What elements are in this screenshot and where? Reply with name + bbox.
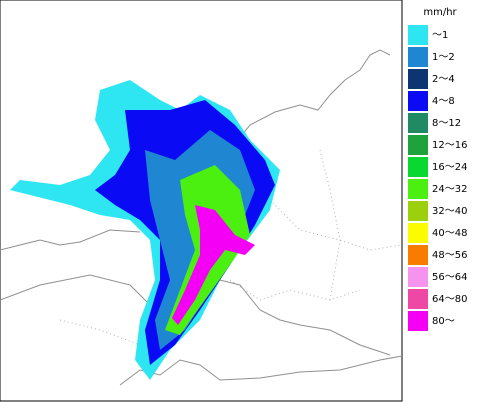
legend-swatch: [408, 113, 428, 133]
legend-swatch: [408, 223, 428, 243]
legend-swatch: [408, 179, 428, 199]
legend: ～1 1～2 2～4 4～8 8～12 12～16 16～24 24～32 32～40 40～48…: [408, 25, 467, 331]
borders: [59, 149, 403, 346]
legend-swatch: [408, 201, 428, 221]
legend-label: 12～16: [432, 140, 467, 151]
legend-label: 16～24: [432, 162, 467, 173]
legend-label: ～1: [432, 30, 448, 41]
legend-swatch: [408, 25, 428, 45]
legend-swatch: [408, 47, 428, 67]
legend-swatch: [408, 157, 428, 177]
legend-label: 24～32: [432, 184, 467, 195]
legend-swatch: [408, 311, 428, 331]
legend-label: 48～56: [432, 250, 467, 261]
legend-swatch: [408, 289, 428, 309]
legend-label: 40～48: [432, 228, 467, 239]
legend-label: 80～: [432, 316, 455, 327]
legend-label: 1～2: [432, 52, 455, 63]
legend-label: 56～64: [432, 272, 467, 283]
precipitation: [10, 80, 280, 380]
legend-label: 32～40: [432, 206, 467, 217]
legend-swatch: [408, 245, 428, 265]
legend-label: 2～4: [432, 74, 455, 85]
legend-label: 4～8: [432, 96, 455, 107]
legend-swatch: [408, 91, 428, 111]
legend-swatch: [408, 69, 428, 89]
legend-label: 8～12: [432, 118, 461, 129]
legend-label: 64～80: [432, 294, 467, 305]
legend-swatch: [408, 267, 428, 287]
legend-unit: mm/hr: [423, 7, 457, 18]
legend-swatch: [408, 135, 428, 155]
